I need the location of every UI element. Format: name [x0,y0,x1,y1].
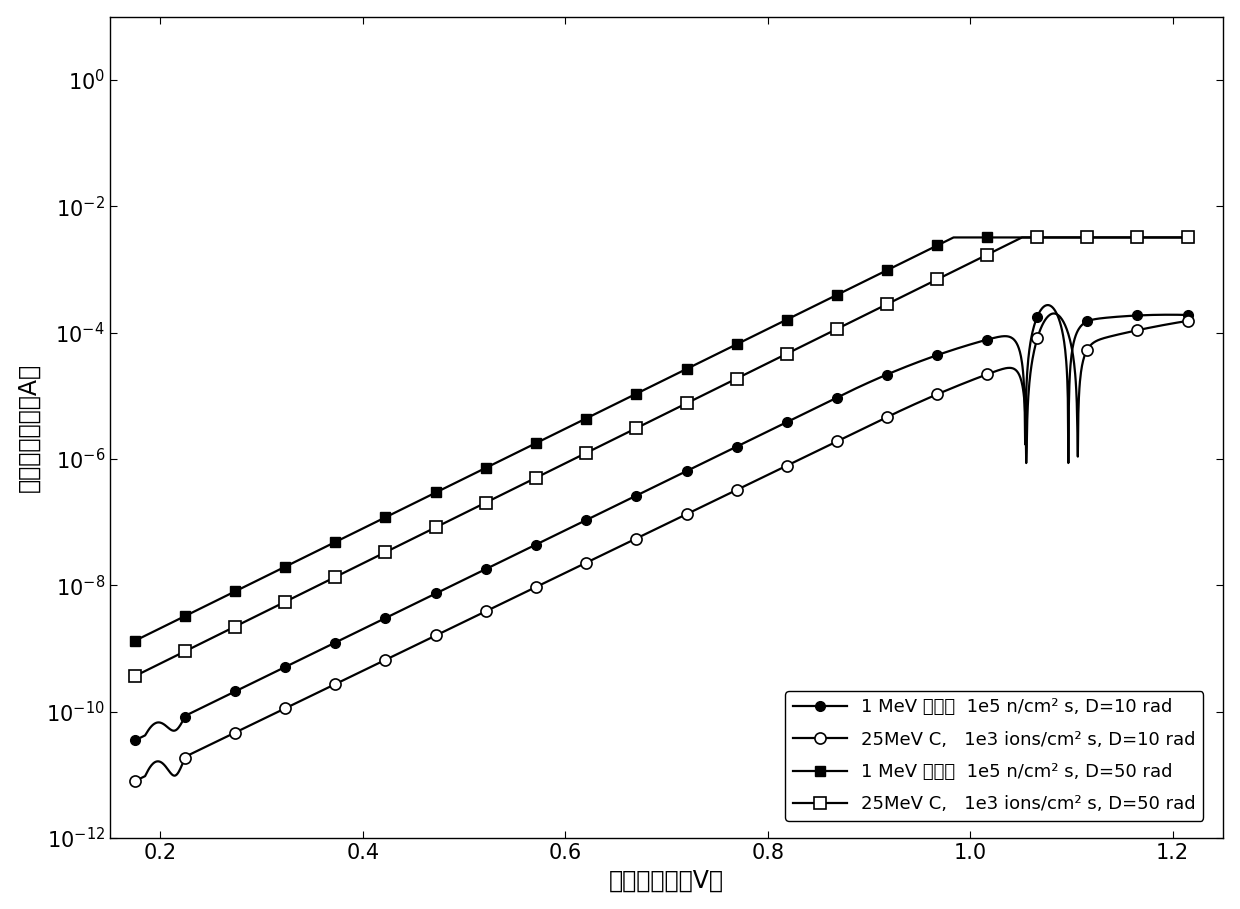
Legend: 1 MeV 中子，  1e5 n/cm² s, D=10 rad, 25MeV C,   1e3 ions/cm² s, D=10 rad, 1 MeV 中子，: 1 MeV 中子， 1e5 n/cm² s, D=10 rad, 25MeV C… [785,691,1203,821]
Y-axis label: 过剩基极电流（A）: 过剩基极电流（A） [16,363,41,492]
X-axis label: 发射结电压（V）: 发射结电压（V） [609,868,724,893]
